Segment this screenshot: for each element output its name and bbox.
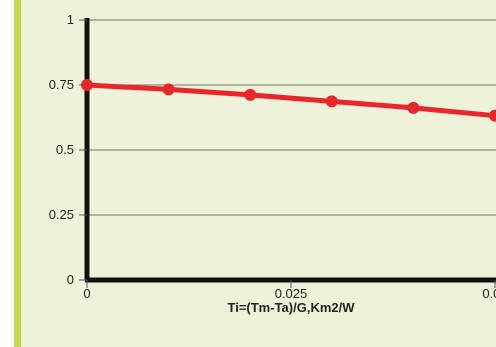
chart-background bbox=[14, 0, 496, 347]
x-tick-label: 0.05 bbox=[482, 286, 496, 301]
y-tick-label: 0 bbox=[67, 272, 74, 287]
x-tick-label: 0 bbox=[83, 286, 90, 301]
data-point bbox=[407, 101, 420, 114]
series-layer bbox=[81, 79, 496, 122]
y-tick-label: 0.75 bbox=[49, 77, 74, 92]
series-line bbox=[84, 82, 496, 119]
data-point bbox=[162, 83, 175, 96]
data-point bbox=[81, 79, 93, 91]
y-tick-labels: 0 0.25 0.5 0.75 1 bbox=[49, 12, 87, 287]
data-point bbox=[244, 88, 257, 101]
y-tick-label: 0.5 bbox=[56, 142, 74, 157]
accent-bar bbox=[14, 0, 21, 347]
axes bbox=[84, 18, 496, 283]
x-tick-label: 0.025 bbox=[275, 286, 308, 301]
x-axis-title: Ti=(Tm-Ta)/G,Km2/W bbox=[228, 300, 356, 315]
y-tick-label: 0.25 bbox=[49, 207, 74, 222]
grid-lines bbox=[89, 19, 496, 216]
data-point bbox=[325, 95, 338, 108]
y-tick-label: 1 bbox=[67, 12, 74, 27]
data-point bbox=[489, 109, 496, 122]
